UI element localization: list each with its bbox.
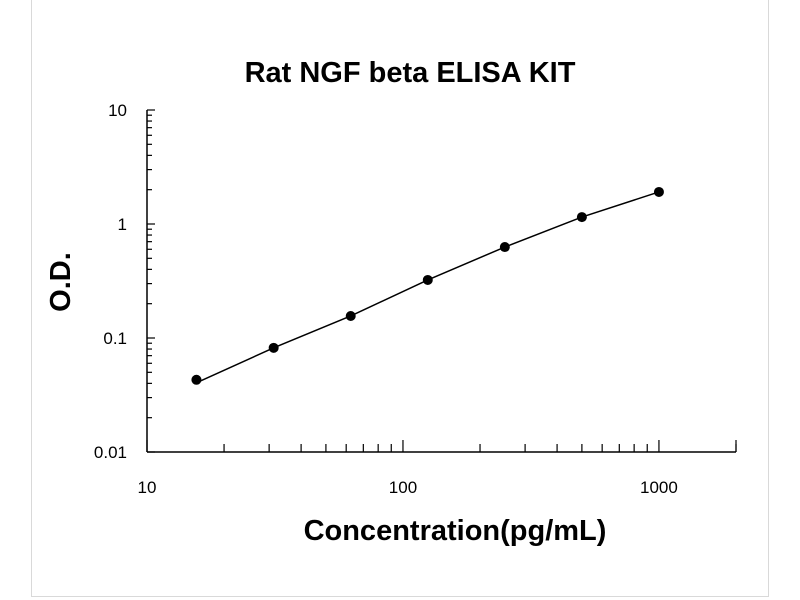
data-point [345,310,356,321]
data-point [191,374,202,385]
x-tick-label: 100 [389,478,417,497]
x-tick-label: 1000 [640,478,678,497]
x-tick-label: 10 [138,478,157,497]
y-tick-label: 10 [108,101,127,120]
data-point [422,274,433,285]
data-marks [191,186,664,385]
tick-labels: 10 100 1000 0.01 0.1 1 10 [94,101,678,497]
y-tick-label: 0.01 [94,443,127,462]
y-axis-title: O.D. [45,252,77,312]
chart-frame [31,0,769,597]
axes [146,109,737,453]
chart-title: Rat NGF beta ELISA KIT [245,57,576,89]
y-tick-label: 0.1 [103,329,127,348]
y-tick-label: 1 [118,215,127,234]
fit-curve [196,191,660,384]
data-point [499,242,510,253]
x-axis-title: Concentration(pg/mL) [304,515,607,547]
data-point [576,212,587,223]
data-point [653,186,664,197]
data-point [268,342,279,353]
